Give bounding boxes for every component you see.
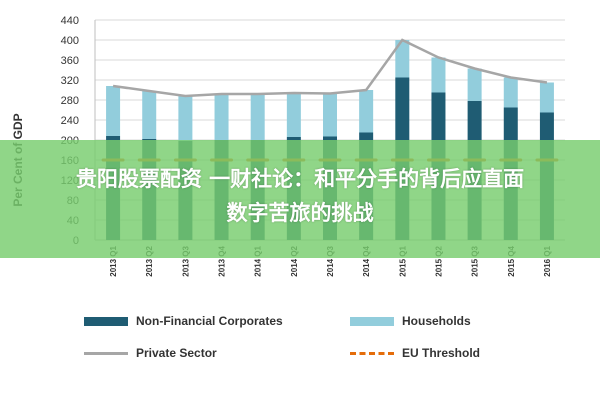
x-axis-ticks: 2013 Q1 2013 Q2 2013 Q3 2013 Q4 2014 Q1 2014 … bbox=[109, 245, 552, 276]
x-tick-label: 2015 Q2 bbox=[434, 245, 443, 276]
legend-item-eu-threshold: EU Threshold bbox=[350, 346, 480, 360]
legend-label-eu-threshold: EU Threshold bbox=[402, 346, 481, 360]
x-tick-label: 2014 Q2 bbox=[290, 245, 299, 276]
x-tick-label: 2015 Q1 bbox=[398, 245, 407, 276]
bar-households bbox=[106, 86, 121, 136]
x-tick-label: 2014 Q1 bbox=[254, 245, 263, 276]
bar-households bbox=[286, 93, 301, 137]
x-tick-label: 2015 Q4 bbox=[507, 245, 516, 276]
bar-households bbox=[467, 68, 482, 101]
bar-households bbox=[250, 94, 265, 140]
bar-households bbox=[359, 90, 374, 133]
x-tick-label: 2014 Q4 bbox=[362, 245, 371, 276]
x-tick-label: 2016 Q1 bbox=[543, 245, 552, 276]
legend-label-nfc: Non-Financial Corporates bbox=[136, 314, 283, 328]
x-tick-label: 2013 Q2 bbox=[145, 245, 154, 276]
legend-item-households: Households bbox=[350, 314, 471, 328]
bar-households bbox=[431, 57, 446, 93]
banner-line-1: 贵阳股票配资 一财社论：和平分手的背后应直面 bbox=[75, 167, 525, 191]
private-sector-line bbox=[112, 38, 548, 98]
legend-label-private-sector: Private Sector bbox=[136, 346, 217, 360]
x-tick-label: 2014 Q3 bbox=[326, 245, 335, 276]
x-tick-label: 2013 Q1 bbox=[109, 245, 118, 276]
y-tick-label: 360 bbox=[61, 55, 79, 67]
x-tick-label: 2013 Q3 bbox=[181, 245, 190, 276]
y-tick-label: 320 bbox=[61, 75, 79, 87]
legend-swatch-eu-threshold bbox=[350, 351, 394, 355]
y-tick-label: 400 bbox=[61, 35, 79, 47]
bar-households bbox=[142, 91, 157, 139]
legend-item-private-sector: Private Sector bbox=[84, 346, 217, 360]
legend-swatch-nfc bbox=[84, 316, 128, 326]
y-tick-label: 240 bbox=[61, 115, 79, 127]
bar-households bbox=[539, 82, 554, 113]
overlay-banner: 贵阳股票配资 一财社论：和平分手的背后应直面 数字苦旅的挑战 bbox=[0, 140, 600, 258]
bar-households bbox=[503, 77, 518, 108]
legend-item-nfc: Non-Financial Corporates bbox=[84, 314, 283, 328]
legend-swatch-households bbox=[350, 316, 394, 326]
bar-households bbox=[178, 96, 193, 141]
bar-households bbox=[214, 94, 229, 140]
legend-label-households: Households bbox=[402, 314, 471, 328]
y-tick-label: 440 bbox=[61, 15, 79, 27]
banner-line-2: 数字苦旅的挑战 bbox=[226, 201, 374, 225]
bar-households bbox=[323, 93, 337, 137]
legend-swatch-private-sector bbox=[84, 351, 128, 355]
legend: Non-Financial Corporates Households Priv… bbox=[70, 304, 570, 374]
x-tick-label: 2013 Q4 bbox=[218, 245, 227, 276]
y-tick-label: 280 bbox=[61, 95, 79, 107]
banner-text: 贵阳股票配资 一财社论：和平分手的背后应直面 数字苦旅的挑战 bbox=[0, 162, 600, 230]
x-tick-label: 2015 Q3 bbox=[471, 245, 480, 276]
bar-households bbox=[395, 40, 410, 78]
